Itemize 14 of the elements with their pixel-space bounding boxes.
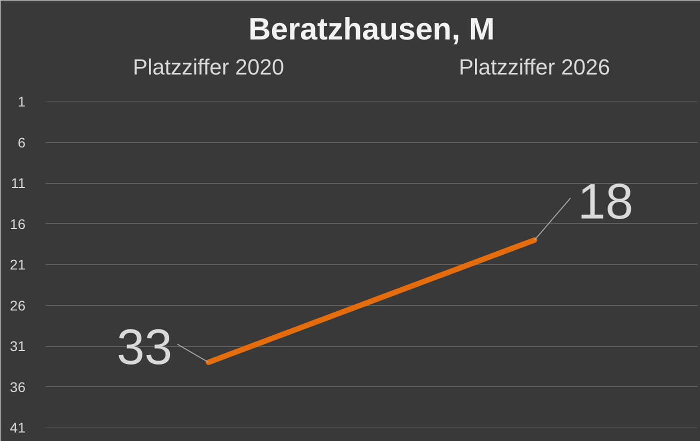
x-tick-label: Platzziffer 2020 [132, 54, 284, 80]
data-label: 18 [578, 174, 634, 230]
x-tick-label: Platzziffer 2026 [458, 54, 610, 80]
y-tick-label: 26 [10, 297, 26, 314]
data-label: 33 [116, 318, 172, 375]
y-tick-label: 41 [10, 420, 26, 436]
y-tick-label: 16 [10, 216, 26, 232]
y-tick-label: 31 [10, 338, 26, 354]
y-tick-label: 6 [18, 134, 26, 150]
y-tick-label: 21 [10, 256, 26, 272]
y-tick-label: 36 [10, 378, 26, 395]
y-tick-label: 1 [18, 94, 26, 110]
y-tick-label: 11 [10, 175, 26, 191]
chart-title: Beratzhausen, M [248, 12, 495, 46]
